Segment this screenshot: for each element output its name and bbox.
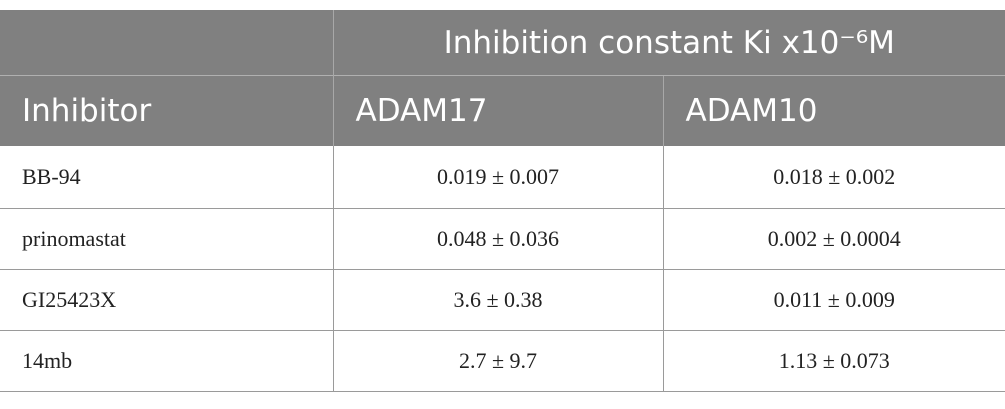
column-header: Inhibitor xyxy=(0,75,333,146)
column-header: ADAM17 xyxy=(332,75,663,146)
value-cell: 0.048 ± 0.036 xyxy=(332,208,663,270)
value-cell: 0.002 ± 0.0004 xyxy=(662,208,1005,270)
value-cell: 3.6 ± 0.38 xyxy=(332,269,663,331)
inhibitor-cell: BB-94 xyxy=(0,146,333,209)
data-table: Inhibition constant Ki x10⁻⁶M Inhibitor … xyxy=(0,10,1005,392)
value-cell: 2.7 ± 9.7 xyxy=(332,330,663,392)
table-row: BB-94 0.019 ± 0.007 0.018 ± 0.002 xyxy=(0,146,1005,209)
inhibitor-cell: 14mb xyxy=(0,330,333,392)
value-cell: 0.011 ± 0.009 xyxy=(662,269,1005,331)
column-header: ADAM10 xyxy=(662,75,1005,146)
table-row: prinomastat 0.048 ± 0.036 0.002 ± 0.0004 xyxy=(0,208,1005,270)
table-body: BB-94 0.019 ± 0.007 0.018 ± 0.002 prinomast… xyxy=(0,146,1005,392)
header-row: Inhibition constant Ki x10⁻⁶M xyxy=(0,10,1005,76)
table-row: 14mb 2.7 ± 9.7 1.13 ± 0.073 xyxy=(0,330,1005,392)
group-header: Inhibition constant Ki x10⁻⁶M xyxy=(332,10,1005,76)
header-cell xyxy=(0,10,333,76)
inhibitor-cell: GI25423X xyxy=(0,269,333,331)
table-row: GI25423X 3.6 ± 0.38 0.011 ± 0.009 xyxy=(0,269,1005,331)
header-row: Inhibitor ADAM17 ADAM10 xyxy=(0,75,1005,146)
value-cell: 1.13 ± 0.073 xyxy=(662,330,1005,392)
value-cell: 0.018 ± 0.002 xyxy=(662,146,1005,209)
inhibitor-cell: prinomastat xyxy=(0,208,333,270)
value-cell: 0.019 ± 0.007 xyxy=(332,146,663,209)
